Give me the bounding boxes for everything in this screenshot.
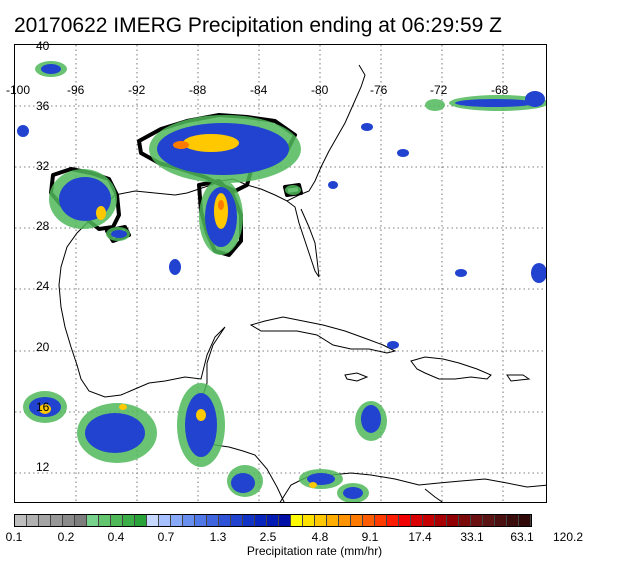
colorbar-swatch (243, 515, 255, 526)
colorbar-swatch (399, 515, 411, 526)
colorbar-swatch (471, 515, 483, 526)
colorbar-swatch (159, 515, 171, 526)
lat-label: 36 (36, 99, 50, 113)
colorbar-swatch (387, 515, 399, 526)
colorbar-tick-label: 120.2 (552, 530, 584, 544)
colorbar-swatch (483, 515, 495, 526)
colorbar-swatch (291, 515, 303, 526)
lon-label: -84 (250, 83, 268, 97)
colorbar-swatch (519, 515, 531, 526)
lat-label: 24 (36, 279, 50, 293)
lon-label: -100 (6, 83, 31, 97)
colorbar-tick-label: 2.5 (259, 530, 277, 544)
lon-label: -76 (370, 83, 388, 97)
colorbar-swatch (75, 515, 87, 526)
lon-label: -72 (430, 83, 448, 97)
precipitation-cells (17, 61, 546, 502)
lon-label: -92 (128, 83, 146, 97)
colorbar-swatch (51, 515, 63, 526)
colorbar-swatch (351, 515, 363, 526)
colorbar-swatch (183, 515, 195, 526)
colorbar-swatch (123, 515, 135, 526)
colorbar (14, 514, 532, 527)
colorbar-swatch (39, 515, 51, 526)
colorbar-swatch (27, 515, 39, 526)
colorbar-swatch (267, 515, 279, 526)
lat-label: 12 (36, 460, 50, 474)
colorbar-swatch (435, 515, 447, 526)
colorbar-swatch (495, 515, 507, 526)
colorbar-swatch (279, 515, 291, 526)
colorbar-swatch (207, 515, 219, 526)
colorbar-swatch (171, 515, 183, 526)
colorbar-swatch (135, 515, 147, 526)
colorbar-tick-label: 4.8 (311, 530, 329, 544)
colorbar-tick-label: 0.4 (107, 530, 125, 544)
colorbar-swatch (459, 515, 471, 526)
colorbar-swatch (339, 515, 351, 526)
colorbar-swatch (423, 515, 435, 526)
colorbar-tick-label: 0.1 (5, 530, 23, 544)
colorbar-swatch (195, 515, 207, 526)
colorbar-swatch (363, 515, 375, 526)
map-svg (15, 45, 546, 502)
colorbar-swatch (411, 515, 423, 526)
colorbar-swatch (15, 515, 27, 526)
lon-label: -96 (67, 83, 85, 97)
lat-label: 28 (36, 219, 50, 233)
lat-label: 20 (36, 340, 50, 354)
colorbar-tick-label: 1.3 (209, 530, 227, 544)
colorbar-swatch (315, 515, 327, 526)
colorbar-swatch (219, 515, 231, 526)
colorbar-swatch (447, 515, 459, 526)
colorbar-swatch (303, 515, 315, 526)
colorbar-swatch (99, 515, 111, 526)
colorbar-tick-label: 0.7 (157, 530, 175, 544)
colorbar-swatch (231, 515, 243, 526)
lon-label: -80 (311, 83, 329, 97)
colorbar-swatch (375, 515, 387, 526)
colorbar-swatch (63, 515, 75, 526)
colorbar-tick-label: 63.1 (510, 530, 534, 544)
colorbar-swatch (111, 515, 123, 526)
lat-label: 32 (36, 159, 50, 173)
lat-label: 40 (36, 39, 50, 53)
colorbar-tick-label: 0.2 (57, 530, 75, 544)
colorbar-caption: Precipitation rate (mm/hr) (246, 544, 383, 558)
map-title: 20170622 IMERG Precipitation ending at 0… (14, 14, 502, 37)
lon-label: -88 (189, 83, 207, 97)
precipitation-map (14, 44, 547, 503)
colorbar-swatch (507, 515, 519, 526)
lon-label: -68 (491, 83, 509, 97)
colorbar-swatch (147, 515, 159, 526)
colorbar-tick-label: 9.1 (361, 530, 379, 544)
colorbar-swatch (87, 515, 99, 526)
colorbar-tick-label: 17.4 (408, 530, 432, 544)
colorbar-tick-label: 33.1 (460, 530, 484, 544)
lat-label: 16 (36, 400, 50, 414)
colorbar-swatch (255, 515, 267, 526)
colorbar-swatch (327, 515, 339, 526)
